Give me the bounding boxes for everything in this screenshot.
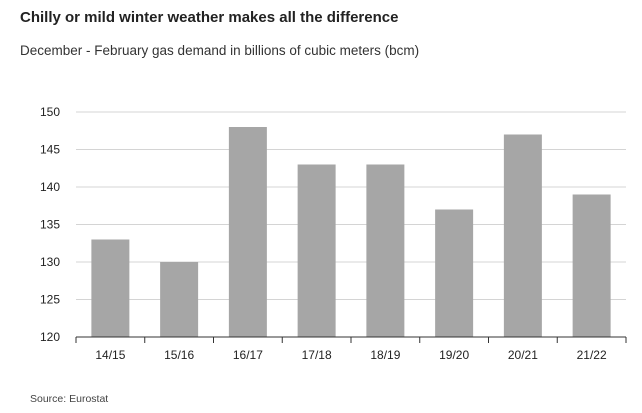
bar-20-21 (503, 134, 542, 337)
bar-21-22 (572, 194, 611, 337)
x-tick-label: 21/22 (577, 348, 607, 362)
y-tick-label: 140 (40, 180, 60, 194)
y-tick-label: 145 (40, 143, 60, 157)
x-tick-label: 17/18 (302, 348, 332, 362)
gridlines (76, 111, 626, 300)
y-tick-label: 130 (40, 255, 60, 269)
x-tick-label: 18/19 (370, 348, 400, 362)
x-tick-label: 20/21 (508, 348, 538, 362)
bar-16-17 (228, 127, 267, 337)
y-tick-label: 120 (40, 330, 60, 344)
y-tick-label: 135 (40, 218, 60, 232)
tick-labels: 120 125 130 135 140 145 150 14/15 15/16 16/17 17/1… (40, 105, 607, 362)
x-tick-label: 15/16 (164, 348, 194, 362)
y-tick-label: 125 (40, 293, 60, 307)
chart-subtitle: December - February gas demand in billio… (20, 43, 420, 58)
source-note: Source: Eurostat (30, 393, 109, 405)
x-tick-label: 19/20 (439, 348, 469, 362)
x-tick-label: 14/15 (95, 348, 125, 362)
axes (75, 336, 627, 343)
bar-18-19 (366, 164, 405, 337)
bar-14-15 (91, 239, 130, 337)
bar-19-20 (435, 209, 474, 337)
bar-15-16 (160, 262, 199, 337)
bars (91, 127, 611, 337)
bar-17-18 (297, 164, 336, 337)
x-tick-label: 16/17 (233, 348, 263, 362)
chart-title: Chilly or mild winter weather makes all … (20, 9, 399, 26)
y-tick-label: 150 (40, 105, 60, 119)
